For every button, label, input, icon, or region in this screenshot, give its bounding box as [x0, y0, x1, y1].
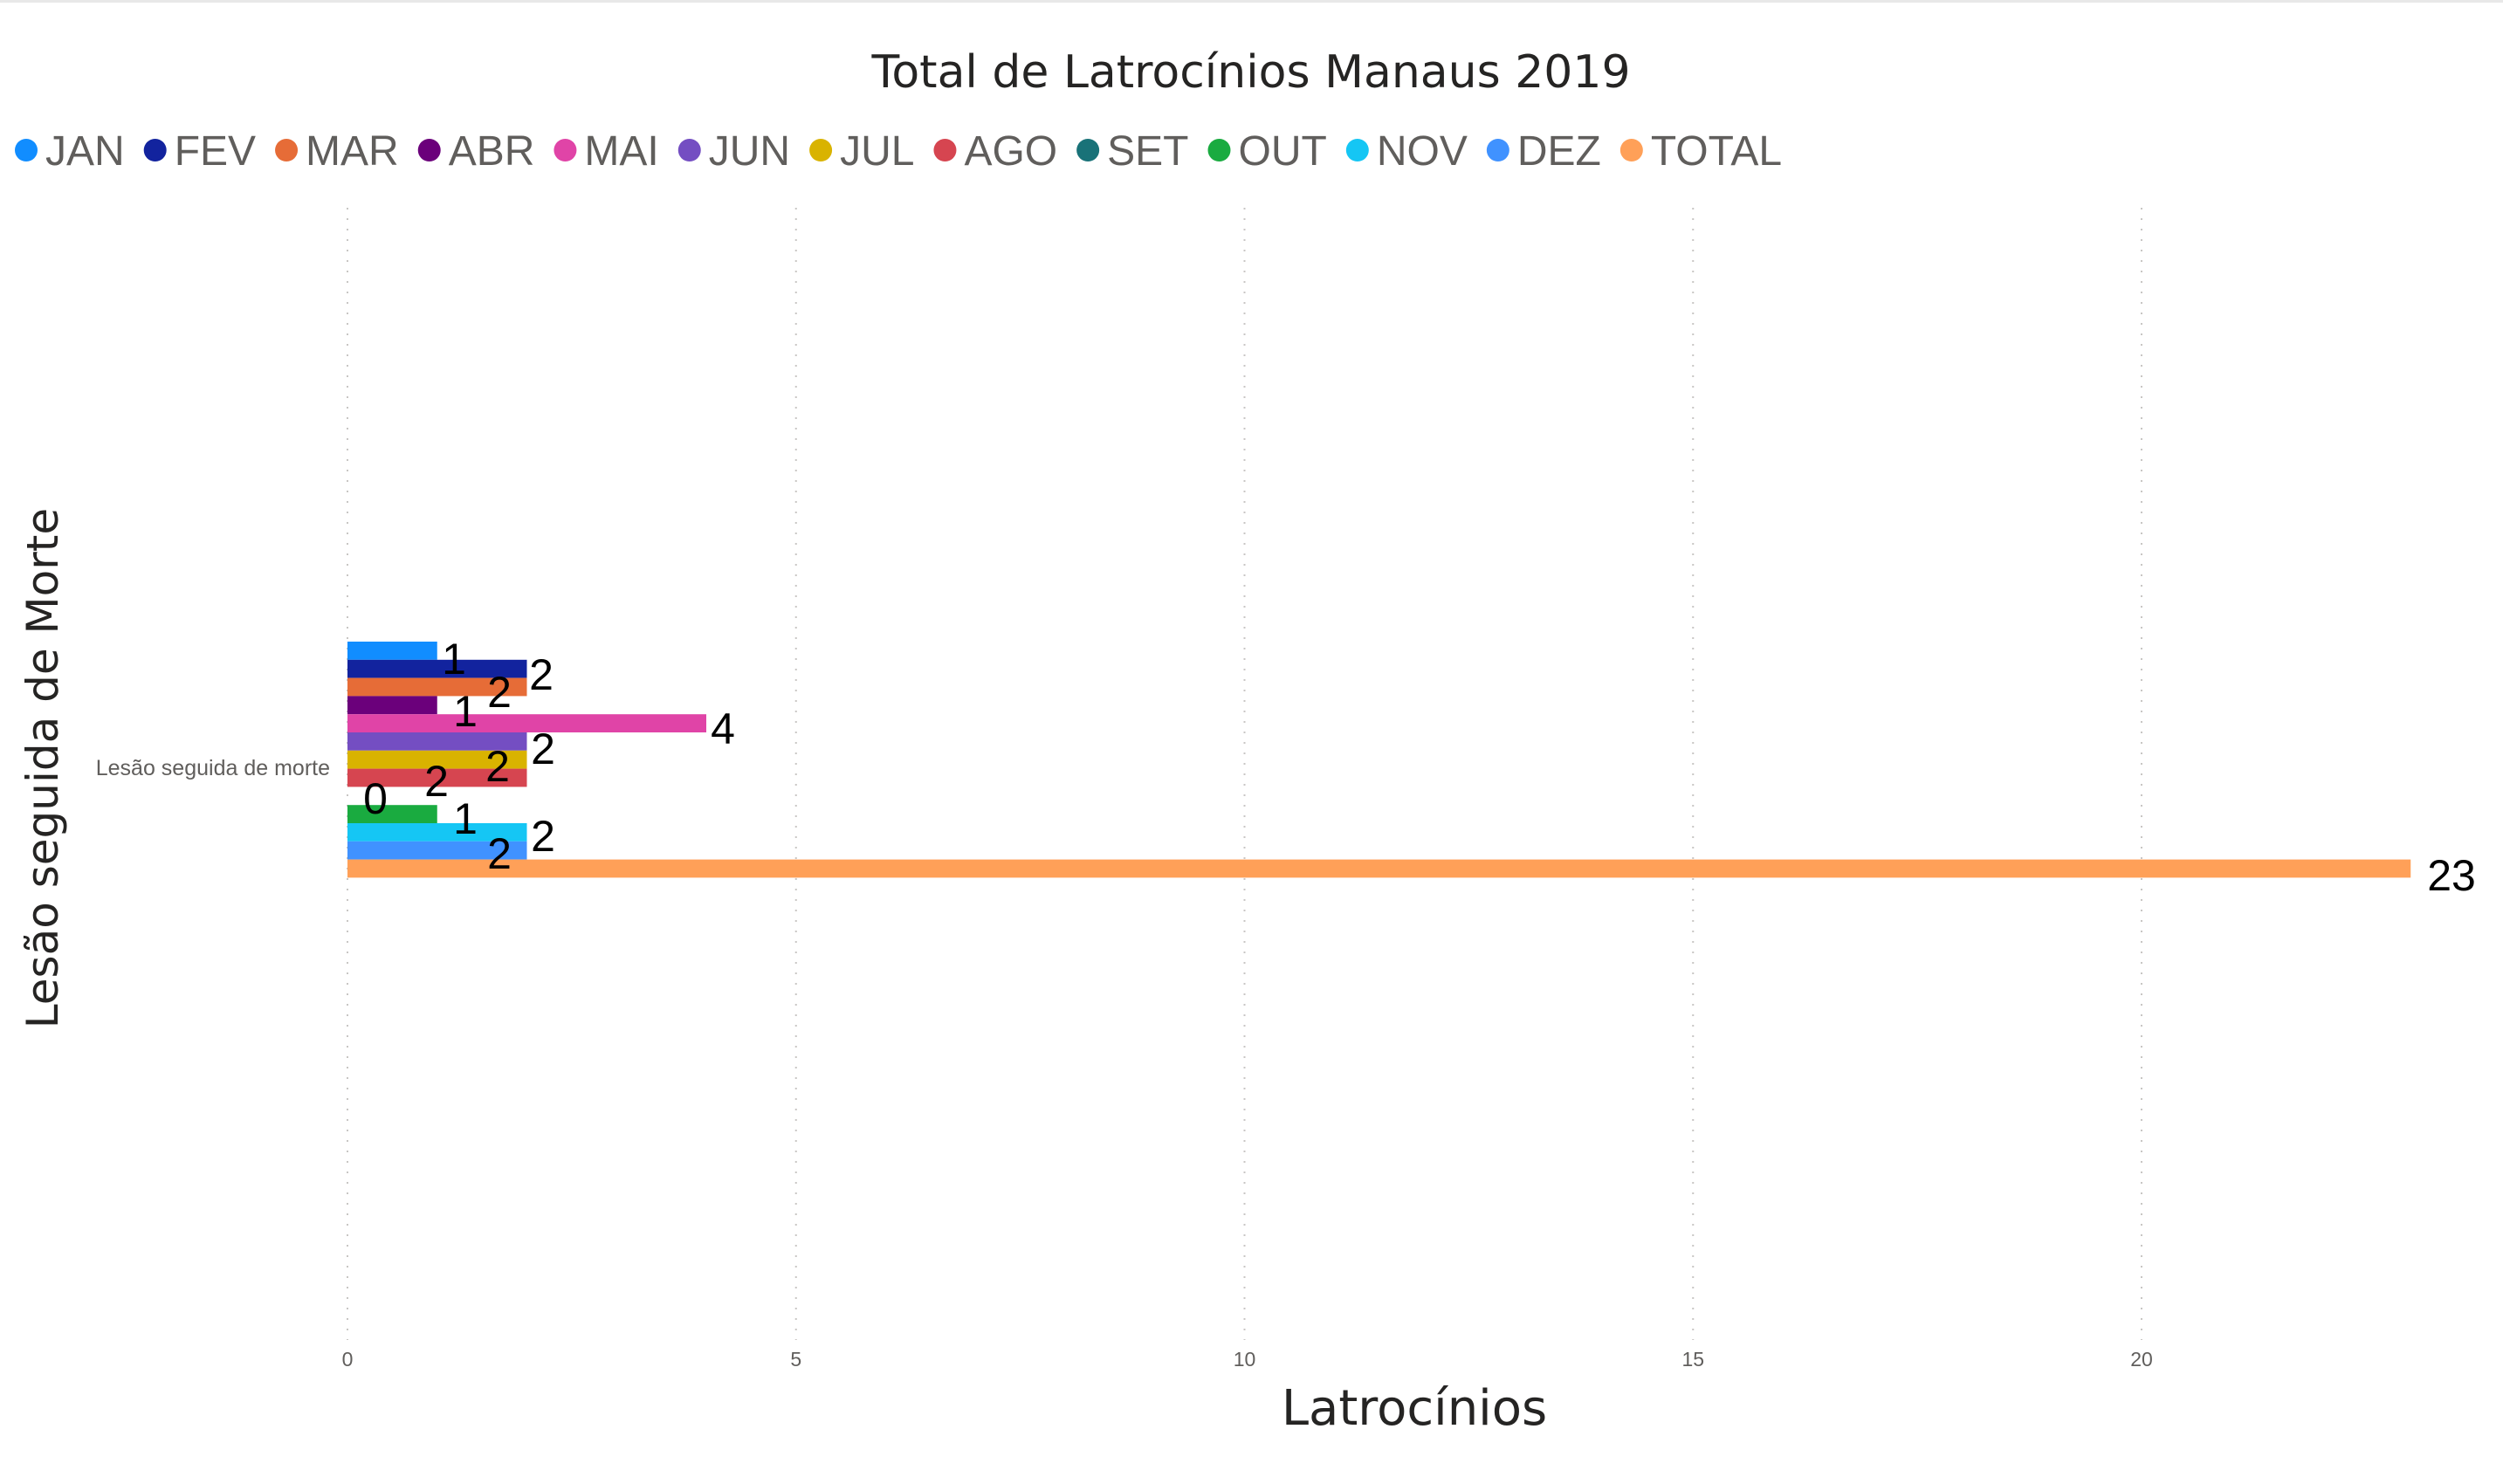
legend-item[interactable]: AGO: [933, 128, 1057, 175]
legend-item[interactable]: JUN: [677, 128, 790, 175]
legend-label: MAI: [584, 128, 658, 175]
gridlines: [347, 208, 2142, 1340]
x-tick-label: 20: [2130, 1348, 2153, 1371]
legend: JAN FEV MAR ABR MAI JUN JUL AGO SET OUT NOV DEZ TOTA…: [15, 128, 1782, 175]
x-tick-label: 5: [790, 1348, 801, 1371]
data-label-fev: 2: [529, 650, 554, 699]
bar-fev[interactable]: [347, 659, 527, 678]
data-label-nov: 2: [531, 812, 555, 861]
legend-item[interactable]: FEV: [143, 128, 256, 175]
y-axis-title: Lesão seguida de Morte: [17, 508, 68, 1028]
data-label-jan: 1: [442, 635, 466, 684]
legend-item[interactable]: MAI: [554, 128, 659, 175]
legend-item[interactable]: SET: [1076, 128, 1189, 175]
legend-marker: [143, 139, 167, 161]
legend-label: JAN: [45, 128, 125, 175]
legend-label: JUN: [709, 128, 790, 175]
x-tick-label: 15: [1681, 1348, 1704, 1371]
legend-item[interactable]: OUT: [1207, 128, 1327, 175]
legend-marker: [933, 139, 957, 161]
bar-nov[interactable]: [347, 823, 527, 842]
legend-marker: [554, 139, 577, 161]
x-tick-label: 10: [1234, 1348, 1256, 1371]
bar-ago[interactable]: [347, 768, 527, 787]
legend-marker: [1486, 139, 1509, 161]
data-label-mai: 4: [711, 704, 735, 753]
bar-abr[interactable]: [347, 696, 437, 715]
legend-marker: [1076, 139, 1100, 161]
legend-label: ABR: [449, 128, 535, 175]
data-label-abr: 1: [453, 687, 478, 736]
legend-item[interactable]: JUL: [809, 128, 914, 175]
legend-item[interactable]: NOV: [1345, 128, 1468, 175]
data-label-jul: 2: [485, 742, 510, 791]
x-axis-ticks: 0 5 10 15 20: [342, 1348, 2153, 1371]
chart-title: Total de Latrocínios Manaus 2019: [870, 46, 1630, 99]
legend-item[interactable]: TOTAL: [1619, 128, 1782, 175]
legend-label: FEV: [175, 128, 256, 175]
x-tick-label: 0: [342, 1348, 354, 1371]
legend-label: DEZ: [1517, 128, 1601, 175]
bar-dez[interactable]: [347, 841, 527, 860]
legend-marker: [275, 139, 299, 161]
legend-item[interactable]: ABR: [417, 128, 535, 175]
legend-item[interactable]: MAR: [275, 128, 399, 175]
bar-mar[interactable]: [347, 677, 527, 697]
bar-jul[interactable]: [347, 750, 527, 769]
legend-item[interactable]: JAN: [15, 128, 125, 175]
legend-marker: [809, 139, 833, 161]
legend-label: NOV: [1377, 128, 1468, 175]
legend-marker: [677, 139, 701, 161]
legend-marker: [1619, 139, 1643, 161]
top-border: [0, 0, 2503, 3]
data-label-out: 1: [453, 794, 478, 843]
data-label-mar: 2: [487, 668, 512, 717]
legend-label: AGO: [964, 128, 1057, 175]
legend-item[interactable]: DEZ: [1486, 128, 1601, 175]
data-label-dez: 2: [487, 829, 512, 878]
x-axis-title: Latrocínios: [1282, 1380, 1547, 1437]
legend-label: JUL: [840, 128, 914, 175]
data-label-total: 23: [2427, 851, 2476, 900]
legend-marker: [417, 139, 441, 161]
bar-out[interactable]: [347, 805, 437, 823]
category-label: Lesão seguida de morte: [96, 756, 330, 780]
bars: [347, 642, 2411, 878]
bar-jun[interactable]: [347, 732, 527, 751]
bar-mai[interactable]: [347, 714, 706, 732]
legend-label: MAR: [306, 128, 399, 175]
data-label-set: 0: [363, 774, 388, 823]
legend-label: TOTAL: [1651, 128, 1782, 175]
data-label-jun: 2: [531, 725, 555, 773]
legend-label: OUT: [1239, 128, 1327, 175]
data-label-ago: 2: [424, 757, 449, 806]
bar-jan[interactable]: [347, 642, 437, 660]
legend-label: SET: [1107, 128, 1188, 175]
legend-marker: [1207, 139, 1231, 161]
legend-marker: [15, 139, 38, 161]
legend-marker: [1345, 139, 1369, 161]
bar-total[interactable]: [347, 859, 2411, 878]
